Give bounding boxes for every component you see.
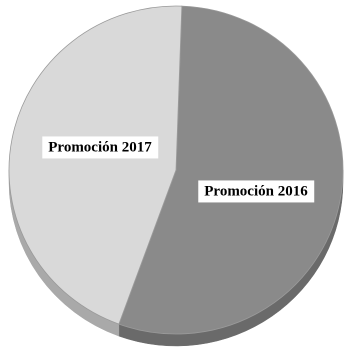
pie-slice: [8, 5, 183, 325]
pie-labels: Promoción 2016 Promoción 2017: [42, 136, 315, 203]
pie-slice-label-text: Promoción 2017: [48, 139, 152, 155]
pie-slice-label: Promoción 2017: [42, 136, 159, 159]
pie-slice: [118, 5, 344, 335]
pie-slices: [8, 5, 344, 335]
pie-slice-label: Promoción 2016: [198, 180, 315, 203]
pie-slice-label-text: Promoción 2016: [204, 183, 308, 199]
pie-slice-label-box: [42, 136, 159, 159]
pie-slice-label-box: [198, 180, 315, 203]
